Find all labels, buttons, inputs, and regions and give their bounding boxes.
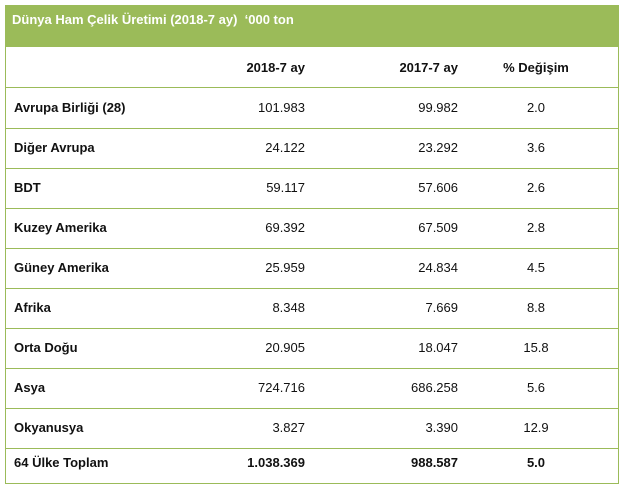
table-row: Avrupa Birliği (28) 101.983 99.982 2.0 bbox=[6, 88, 618, 129]
total-label: 64 Ülke Toplam bbox=[14, 455, 109, 470]
value-2017: 67.509 bbox=[418, 220, 458, 235]
value-change: 2.6 bbox=[526, 180, 546, 195]
value-2017: 23.292 bbox=[418, 140, 458, 155]
value-change: 2.8 bbox=[526, 220, 546, 235]
value-2018: 101.983 bbox=[258, 100, 305, 115]
value-2017: 3.390 bbox=[425, 420, 458, 435]
value-2018: 724.716 bbox=[258, 380, 305, 395]
value-2018: 8.348 bbox=[272, 300, 305, 315]
table-row: BDT 59.117 57.606 2.6 bbox=[6, 168, 618, 209]
value-2018: 20.905 bbox=[265, 340, 305, 355]
table-row: Asya 724.716 686.258 5.6 bbox=[6, 368, 618, 409]
value-2017: 24.834 bbox=[418, 260, 458, 275]
steel-production-table: Dünya Ham Çelik Üretimi (2018-7 ay) ‘000… bbox=[5, 5, 619, 484]
table-row: Güney Amerika 25.959 24.834 4.5 bbox=[6, 248, 618, 289]
table-title: Dünya Ham Çelik Üretimi (2018-7 ay) ‘000… bbox=[6, 6, 618, 47]
value-change: 3.6 bbox=[526, 140, 546, 155]
total-2017: 988.587 bbox=[411, 455, 458, 470]
total-change: 5.0 bbox=[526, 455, 546, 470]
value-2017: 18.047 bbox=[418, 340, 458, 355]
value-2017: 57.606 bbox=[418, 180, 458, 195]
table-row: Afrika 8.348 7.669 8.8 bbox=[6, 288, 618, 329]
column-header-2018: 2018-7 ay bbox=[246, 60, 305, 75]
value-2018: 59.117 bbox=[266, 180, 305, 195]
region-name: Kuzey Amerika bbox=[14, 220, 107, 235]
value-change: 12.9 bbox=[523, 420, 549, 435]
region-name: Güney Amerika bbox=[14, 260, 109, 275]
value-2017: 99.982 bbox=[418, 100, 458, 115]
value-2017: 686.258 bbox=[411, 380, 458, 395]
value-change: 4.5 bbox=[526, 260, 546, 275]
column-header-change: % Değişim bbox=[503, 60, 569, 75]
value-2018: 69.392 bbox=[265, 220, 305, 235]
value-change: 2.0 bbox=[526, 100, 546, 115]
total-2018: 1.038.369 bbox=[247, 455, 305, 470]
table-row: Orta Doğu 20.905 18.047 15.8 bbox=[6, 328, 618, 369]
region-name: BDT bbox=[14, 180, 41, 195]
value-2018: 25.959 bbox=[265, 260, 305, 275]
value-2018: 3.827 bbox=[272, 420, 305, 435]
table-row: Kuzey Amerika 69.392 67.509 2.8 bbox=[6, 208, 618, 249]
region-name: Afrika bbox=[14, 300, 51, 315]
value-2017: 7.669 bbox=[425, 300, 458, 315]
total-row: 64 Ülke Toplam 1.038.369 988.587 5.0 bbox=[6, 443, 618, 483]
column-header-row: 2018-7 ay 2017-7 ay % Değişim bbox=[6, 47, 618, 88]
region-name: Asya bbox=[14, 380, 46, 395]
region-name: Avrupa Birliği (28) bbox=[14, 100, 126, 115]
region-name: Orta Doğu bbox=[14, 340, 78, 355]
region-name: Diğer Avrupa bbox=[14, 140, 95, 155]
region-name: Okyanusya bbox=[14, 420, 84, 435]
value-change: 15.8 bbox=[523, 340, 549, 355]
table-row: Diğer Avrupa 24.122 23.292 3.6 bbox=[6, 128, 618, 169]
value-2018: 24.122 bbox=[265, 140, 305, 155]
value-change: 8.8 bbox=[526, 300, 546, 315]
table-row: Okyanusya 3.827 3.390 12.9 bbox=[6, 408, 618, 449]
value-change: 5.6 bbox=[526, 380, 546, 395]
column-header-2017: 2017-7 ay bbox=[399, 60, 458, 75]
